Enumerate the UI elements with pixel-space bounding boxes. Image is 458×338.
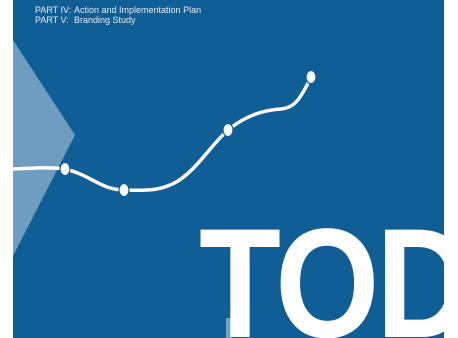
toc-item-part-v: PART V: Branding Study xyxy=(35,15,201,25)
route-stop-2 xyxy=(118,182,130,198)
cover-graphic xyxy=(13,0,444,338)
toc-part-title: Branding Study xyxy=(74,15,136,25)
toc-part-label: PART IV: xyxy=(35,5,72,15)
cover-panel xyxy=(13,0,444,338)
toc-item-part-iv: PART IV: Action and Implementation Plan xyxy=(35,5,201,15)
table-of-contents: PART IV: Action and Implementation Plan … xyxy=(35,5,201,25)
brand-title: TOD xyxy=(199,197,458,338)
toc-part-label: PART V: xyxy=(35,15,69,25)
route-stop-4 xyxy=(305,69,317,85)
route-stop-1 xyxy=(59,161,71,177)
chevron-shape xyxy=(13,40,75,256)
toc-part-title: Action and Implementation Plan xyxy=(74,5,202,15)
cover-background xyxy=(13,0,444,338)
faint-vertical-mark xyxy=(226,318,231,338)
route-stop-3 xyxy=(222,122,234,138)
